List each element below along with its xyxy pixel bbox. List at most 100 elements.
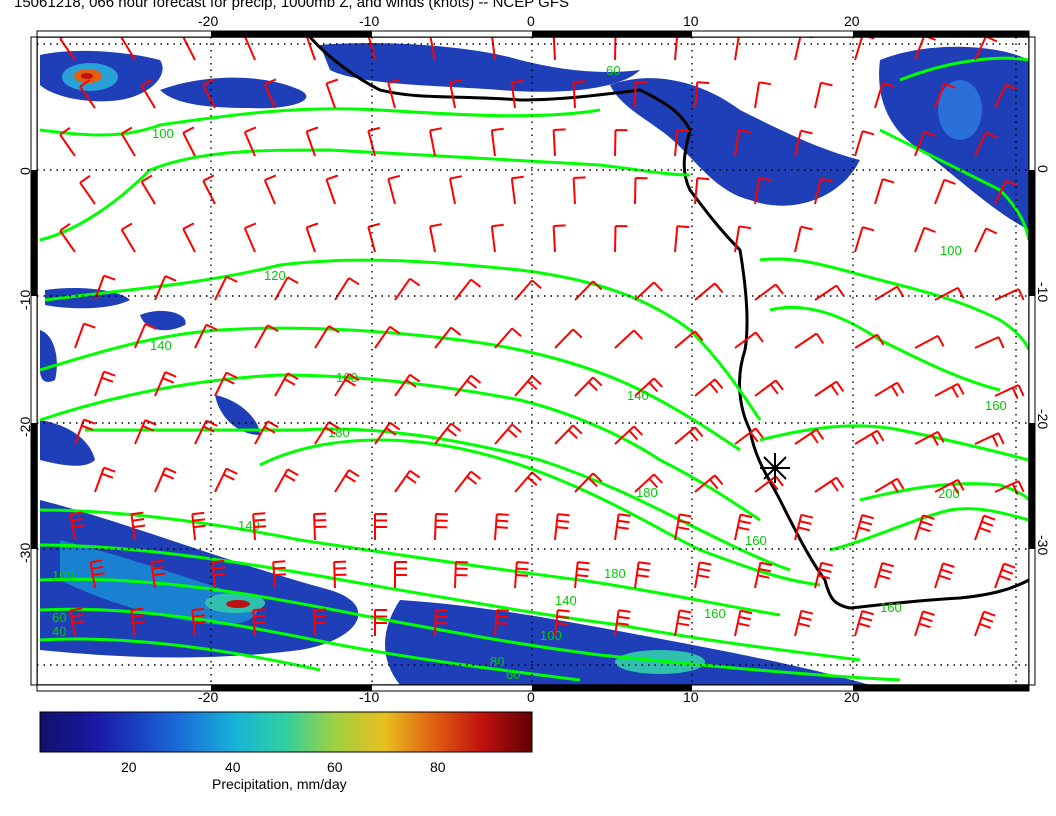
- wind-barb: [134, 419, 157, 445]
- wind-barb: [634, 561, 651, 589]
- wind-barb: [510, 175, 524, 205]
- wind-barb: [874, 477, 905, 493]
- wind-barb: [140, 174, 156, 205]
- wind-barb: [274, 276, 299, 301]
- wind-barb: [191, 607, 206, 637]
- contour-label: 140: [150, 338, 172, 353]
- wind-barb: [94, 370, 116, 397]
- wind-barb: [674, 129, 690, 157]
- wind-barb: [449, 175, 462, 205]
- wind-barb: [754, 177, 772, 205]
- wind-barb: [194, 323, 218, 349]
- wind-barb: [994, 179, 1018, 205]
- wind-barb: [252, 512, 267, 541]
- wind-barb: [574, 561, 590, 589]
- wind-barb: [994, 384, 1025, 400]
- wind-barb: [191, 511, 206, 541]
- wind-barb: [614, 129, 628, 157]
- contour-label: 160: [745, 533, 767, 548]
- wind-barb: [552, 128, 566, 157]
- wind-barb: [120, 37, 136, 61]
- wind-barb: [854, 226, 875, 253]
- lon-tick-labels-bottom: -20 -10 0 10 20: [198, 689, 860, 705]
- wind-barb: [274, 372, 299, 397]
- wind-barb: [244, 37, 256, 61]
- wind-barb: [554, 609, 570, 637]
- wind-barb: [263, 78, 277, 109]
- wind-barb: [974, 227, 998, 253]
- contour-label: 60: [606, 63, 620, 78]
- wind-barb: [254, 420, 279, 445]
- lon-tick-label: 20: [844, 13, 860, 29]
- wind-barb: [634, 81, 648, 109]
- wind-barb: [243, 222, 257, 253]
- wind-barb: [120, 126, 136, 157]
- wind-barb: [572, 176, 586, 205]
- wind-barb: [454, 470, 482, 493]
- colorbar-tick-label: 60: [327, 759, 343, 775]
- wind-barb: [252, 608, 267, 637]
- wind-barb: [150, 559, 166, 589]
- wind-barb: [434, 422, 462, 445]
- wind-barb: [794, 37, 813, 61]
- wind-barb: [674, 513, 692, 541]
- wind-barb: [874, 82, 895, 109]
- wind-barb: [754, 561, 773, 589]
- wind-barb: [934, 382, 965, 398]
- wind-barb: [914, 610, 935, 637]
- wind-barb: [120, 222, 136, 253]
- wind-barb: [254, 324, 279, 349]
- wind-barb: [794, 513, 814, 541]
- wind-barb: [182, 37, 196, 61]
- wind-barb: [974, 514, 996, 541]
- wind-barb: [674, 330, 704, 349]
- wind-barb: [130, 607, 146, 637]
- wind-barb: [694, 282, 724, 301]
- wind-barb: [814, 380, 845, 397]
- wind-barb: [934, 82, 956, 109]
- wind-barb: [454, 561, 468, 589]
- wind-barb: [914, 37, 936, 61]
- wind-barb: [367, 126, 381, 157]
- lon-tick-label: 20: [844, 689, 860, 705]
- wind-barb: [94, 466, 116, 493]
- wind-barb: [140, 78, 156, 109]
- wind-barb: [734, 331, 764, 349]
- lat-tick-label: -20: [17, 417, 33, 437]
- wind-barb: [674, 609, 692, 637]
- wind-barb: [754, 81, 772, 109]
- wind-barb: [510, 79, 524, 109]
- contour-label: 40: [52, 624, 66, 639]
- wind-barb: [429, 223, 442, 253]
- contour-label: 100: [52, 568, 74, 583]
- wind-barb: [694, 81, 710, 109]
- wind-barb: [734, 225, 752, 253]
- wind-barb: [994, 562, 1016, 589]
- wind-barb: [79, 174, 96, 205]
- wind-barb: [491, 37, 496, 61]
- wind-barb: [814, 561, 834, 589]
- colorbar-tick-label: 20: [121, 759, 137, 775]
- colorbar-tick-label: 80: [430, 759, 446, 775]
- wind-barb: [514, 471, 542, 493]
- wind-barb: [154, 275, 177, 301]
- wind-barb: [374, 513, 387, 540]
- wind-barb: [994, 83, 1018, 109]
- contour-label: 140: [627, 388, 649, 403]
- wind-barb: [74, 322, 96, 349]
- contour-labels: 100 120 140 160 180 140 180 180 160 200 …: [52, 63, 1007, 682]
- wind-barb: [734, 609, 753, 637]
- wind-barb: [574, 280, 603, 301]
- contour-label: 180: [328, 425, 350, 440]
- wind-barb: [674, 426, 704, 445]
- contour-label: 120: [264, 268, 286, 283]
- wind-barb: [514, 561, 529, 589]
- wind-barb: [214, 371, 238, 397]
- contour-label: 160: [704, 606, 726, 621]
- wind-barb: [634, 377, 663, 397]
- wind-barb: [934, 562, 955, 589]
- wind-barb: [394, 561, 407, 588]
- wind-barb: [794, 609, 814, 637]
- colorbar: 20 40 60 80: [39, 711, 533, 775]
